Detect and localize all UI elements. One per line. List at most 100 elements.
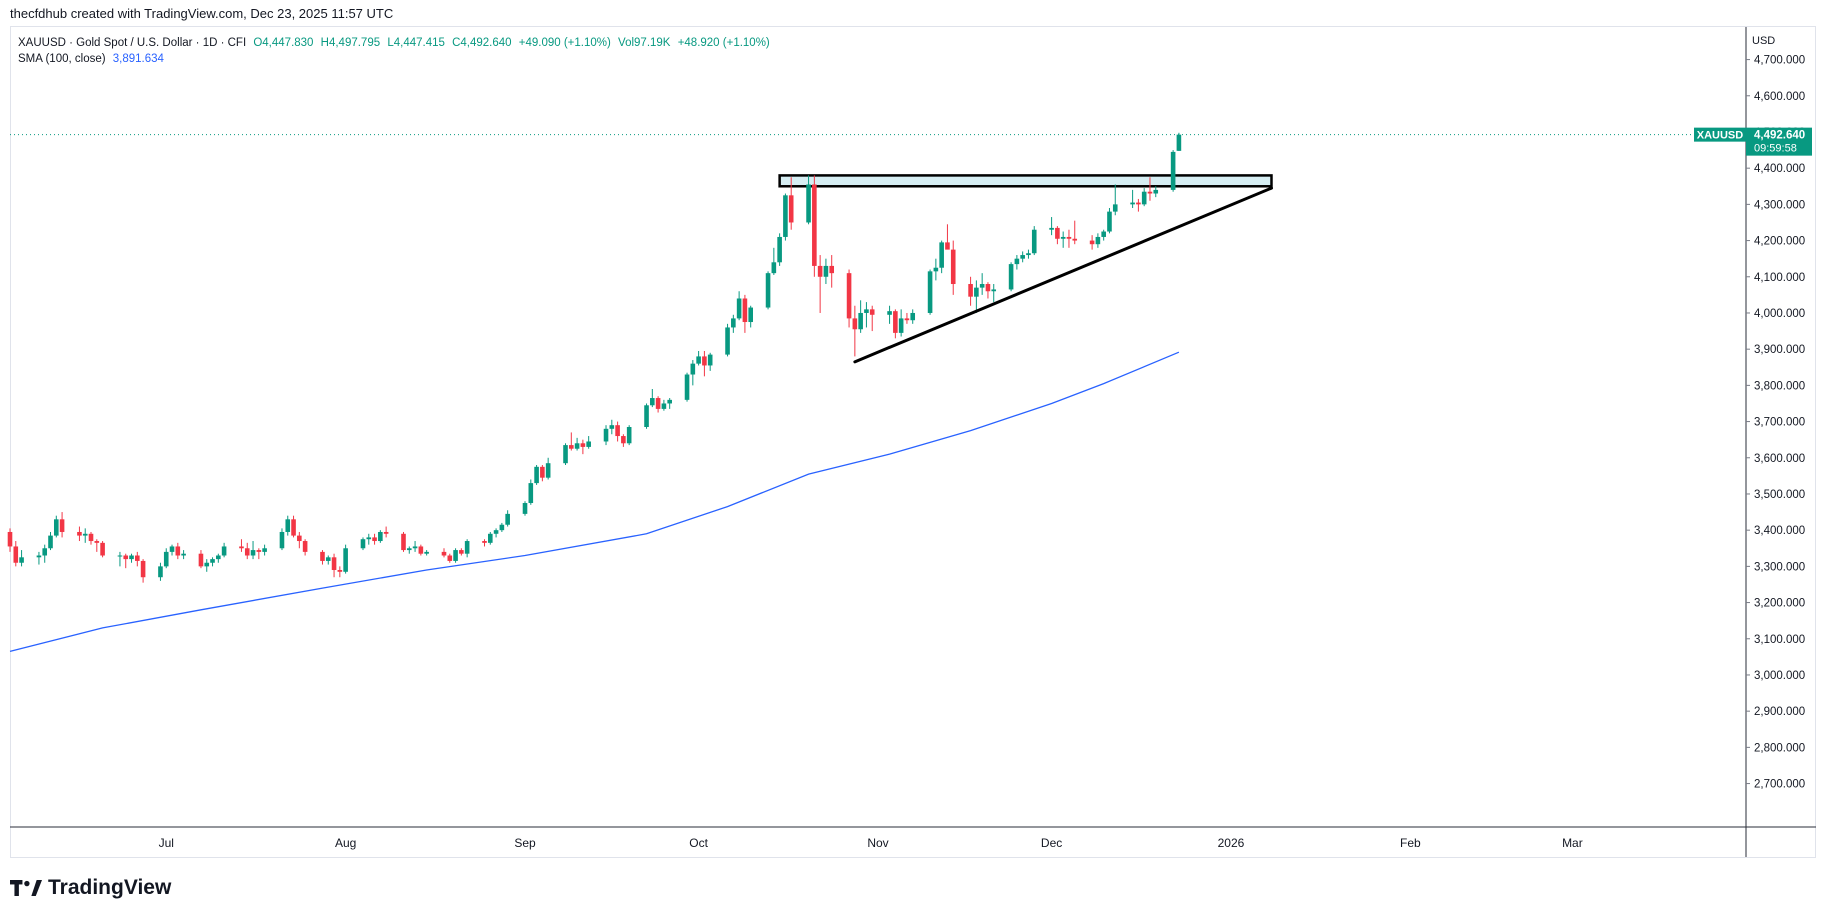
trendline-layer [853, 186, 1273, 364]
candle [372, 533, 377, 545]
candle [974, 280, 979, 313]
candle [1147, 177, 1153, 201]
candle-body [910, 312, 916, 321]
candle [493, 528, 499, 538]
candle [696, 350, 701, 366]
candle-body [297, 535, 302, 542]
candle-body [690, 363, 696, 375]
ascending-trendline [853, 186, 1273, 364]
candle-body [806, 184, 811, 223]
candle-body [360, 539, 366, 549]
candle-body [366, 537, 372, 540]
resistance-zone-layer [778, 174, 1273, 188]
tradingview-footer[interactable]: TradingView [10, 876, 171, 900]
candle-body [291, 519, 296, 536]
candle [1170, 150, 1176, 192]
candle-body [13, 546, 19, 563]
candle-body [36, 555, 42, 558]
candle-body [372, 537, 377, 542]
candle-body [615, 425, 620, 437]
candle [1014, 255, 1020, 270]
candle-body [1101, 231, 1106, 237]
time-tick-label: Mar [1562, 836, 1583, 850]
candle [603, 425, 609, 446]
candle [904, 312, 910, 324]
candle [464, 539, 470, 558]
candle [1153, 186, 1159, 198]
candle-body [823, 265, 829, 277]
legend-close: C4,492.640 [452, 37, 512, 49]
candle [204, 559, 210, 572]
candle-body [453, 550, 458, 561]
candle-body [667, 399, 672, 404]
candle [401, 531, 406, 552]
candle [42, 544, 48, 563]
candle-body [505, 513, 510, 525]
candle-body [1020, 255, 1025, 259]
candle-body [239, 546, 244, 549]
price-tick-label: 3,700.000 [1754, 417, 1805, 429]
price-tick-label: 4,000.000 [1754, 308, 1805, 320]
legend-row-sma: SMA (100, close) 3,891.634 [18, 51, 774, 67]
tradingview-logo-icon [10, 880, 42, 896]
candle-body [88, 533, 94, 542]
price-tick-label: 4,100.000 [1754, 272, 1805, 284]
candle [869, 305, 875, 332]
candle-body [412, 546, 418, 549]
time-axis: Jul Aug Sep Oct Nov Dec 2026 Feb Mar [10, 826, 1816, 850]
price-tick-label: 4,600.000 [1754, 91, 1805, 103]
candle [777, 233, 782, 266]
candle [731, 314, 736, 333]
candle [979, 273, 985, 295]
candle-body [1112, 204, 1118, 212]
candle-body [696, 356, 701, 364]
candle-body [175, 546, 181, 556]
candle-body [221, 546, 227, 556]
candle-body [650, 398, 655, 406]
legend-high: H4,497.795 [320, 37, 381, 49]
candle [545, 457, 551, 480]
candle-body [1147, 191, 1153, 194]
candle-body [563, 445, 568, 464]
chart-legend: XAUUSD · Gold Spot / U.S. Dollar · 1D · … [18, 35, 774, 67]
candle-body [1066, 236, 1072, 239]
candle [893, 309, 898, 339]
candle [250, 541, 256, 560]
candle [615, 421, 620, 442]
price-tick-label: 4,300.000 [1754, 199, 1805, 211]
candle-body [406, 548, 412, 551]
candle [487, 531, 493, 545]
candle-body [684, 374, 690, 400]
candle-body [540, 466, 545, 478]
candle-body [418, 546, 424, 554]
legend-volume-change: +48.920 (+1.10%) [677, 37, 770, 49]
time-tick-label: Aug [335, 836, 356, 850]
legend-change: +49.090 (+1.10%) [518, 37, 611, 49]
candle [59, 512, 65, 538]
chart-frame [10, 26, 1816, 858]
candle [135, 551, 140, 567]
candle [1072, 220, 1078, 245]
candle-body [545, 463, 551, 478]
candle-body [210, 559, 215, 563]
price-scale-currency[interactable]: USD [1752, 35, 1776, 47]
price-tick-label: 2,700.000 [1754, 779, 1805, 791]
candle [256, 548, 262, 560]
candle-body [401, 533, 406, 551]
candle [586, 436, 591, 449]
candle [806, 175, 811, 225]
price-tick-label: 2,800.000 [1754, 742, 1805, 754]
candle [216, 553, 221, 563]
candle [7, 528, 13, 552]
candle [1049, 217, 1054, 236]
candle [829, 255, 835, 288]
candle-body [256, 550, 262, 552]
candle [569, 432, 574, 451]
candle [1008, 262, 1014, 292]
candle-body [702, 356, 707, 366]
candle-body [117, 555, 123, 557]
candle [748, 305, 753, 328]
candle [1107, 207, 1112, 234]
candle-body [302, 541, 308, 552]
